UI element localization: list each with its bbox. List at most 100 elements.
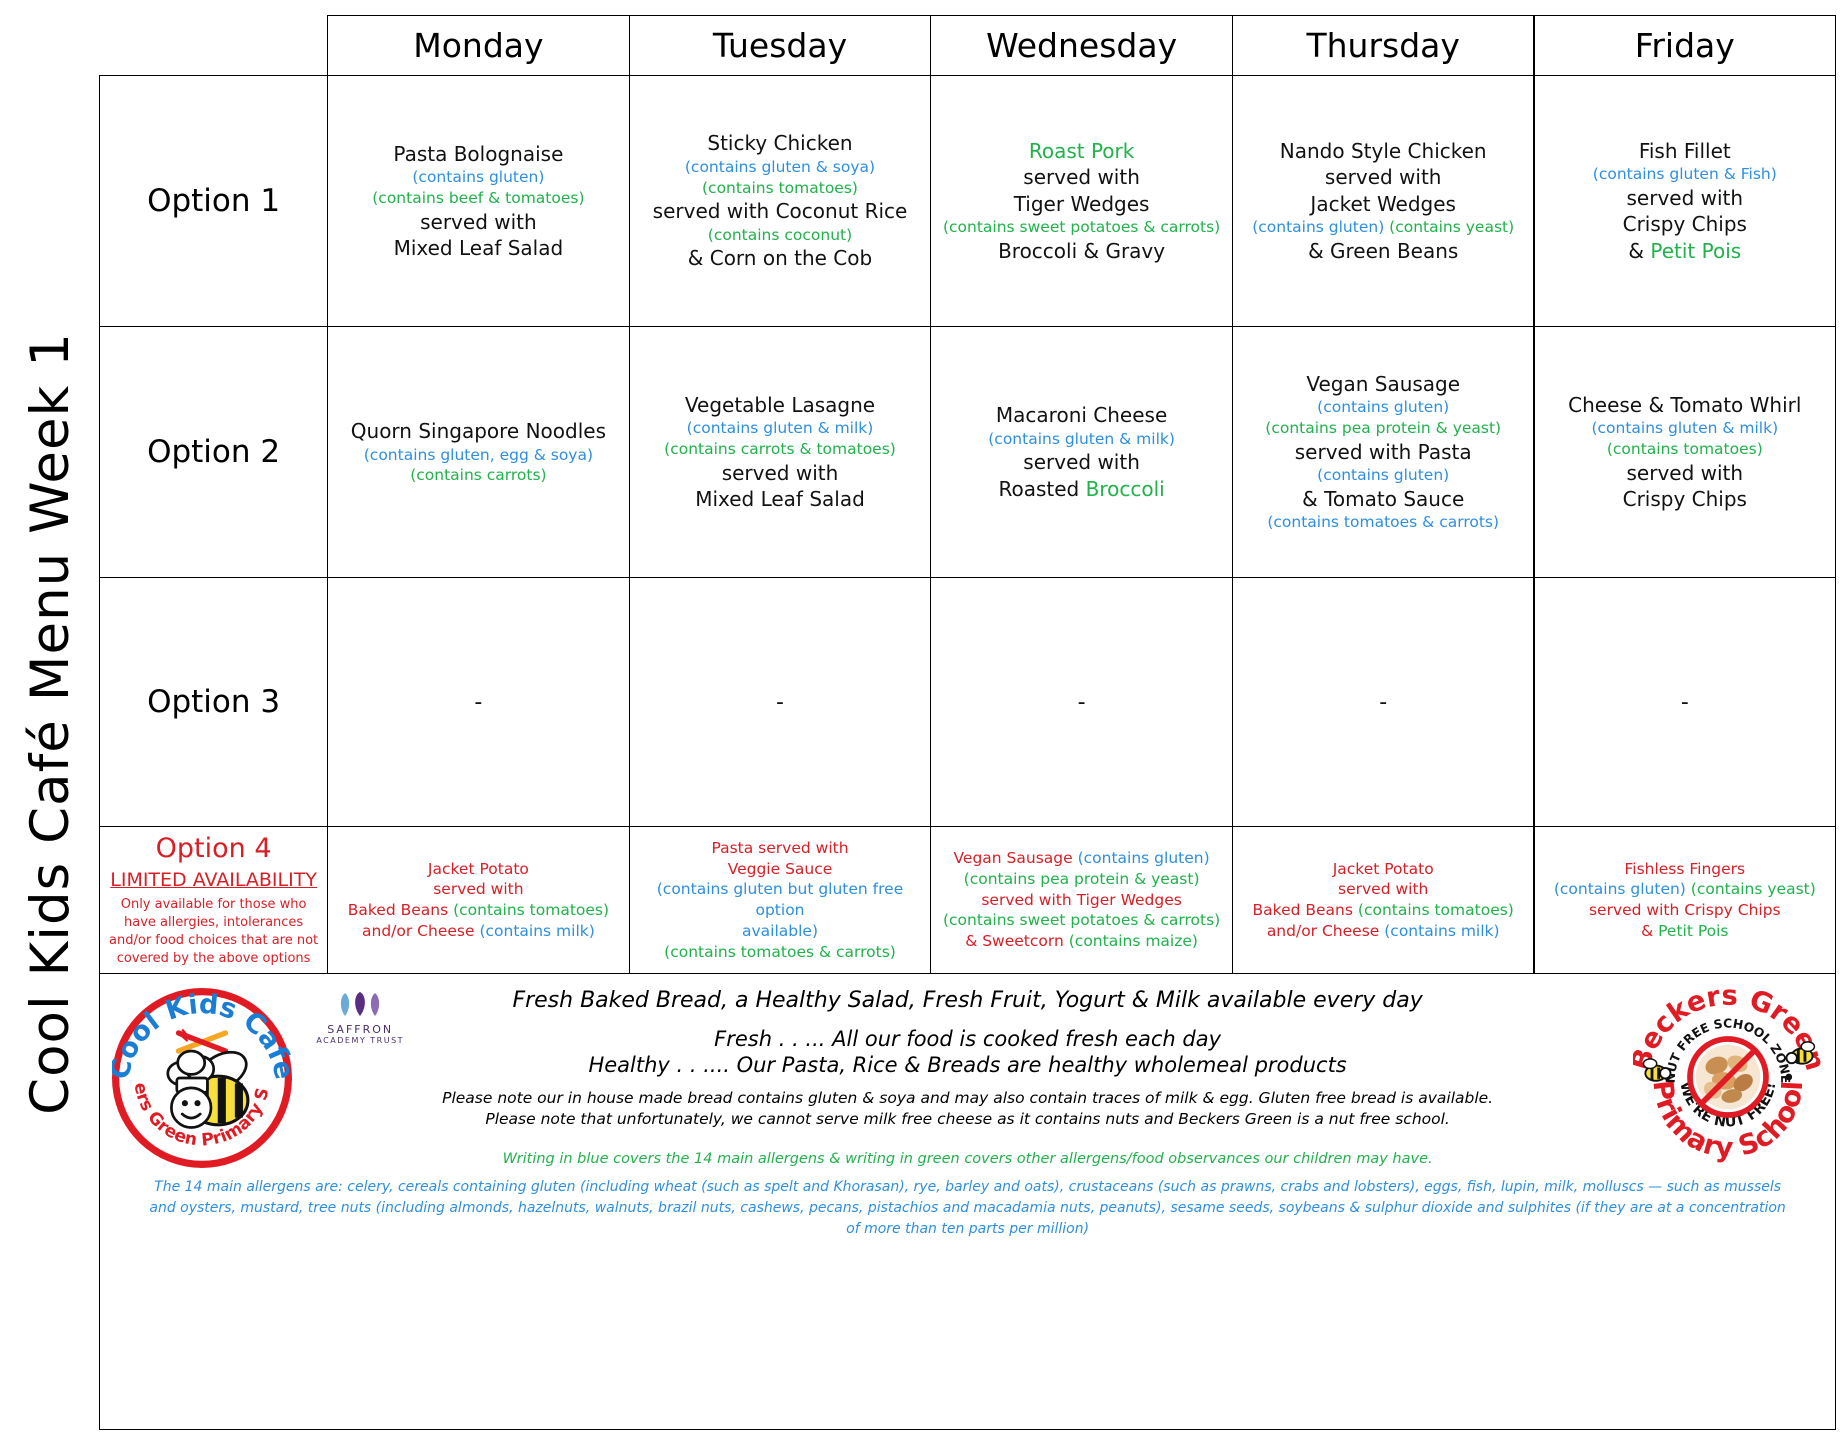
menu-line-5: Mixed Leaf Salad [393, 236, 564, 261]
option4-limited-badge: LIMITED AVAILABILITY [110, 868, 317, 891]
menu-line-3: Baked Beans (contains tomatoes) [1252, 901, 1514, 920]
saffron-academy-trust-logo: SAFFRON ACADEMY TRUST [300, 992, 420, 1045]
menu-line-4: and/or Cheese (contains milk) [1266, 921, 1500, 940]
menu-line-2: (contains gluten & milk) [1591, 419, 1779, 438]
menu-line-3: (contains beef & tomatoes) [372, 188, 585, 207]
cell-option2-tuesday: Vegetable Lasagne (contains gluten & milk… [628, 326, 932, 578]
menu-line-3: (contains gluten but gluten free option [656, 880, 904, 920]
menu-line-2: Veggie Sauce [727, 859, 833, 878]
menu-line-3: served with [1626, 186, 1744, 211]
menu-line-2: served with [1338, 880, 1429, 899]
nut-free-school-logo: Beckers Green Primary School NUT FREE SC… [1633, 982, 1823, 1164]
menu-line-3: (contains carrots & tomatoes) [664, 439, 896, 458]
menu-line-4: (contains sweet potatoes & carrots) [942, 218, 1221, 237]
cell-option1-thursday: Nando Style Chicken served with Jacket Wed… [1232, 75, 1535, 327]
menu-line-4: served with [1626, 460, 1744, 485]
cell-option2-thursday: Vegan Sausage (contains gluten) (contains … [1232, 326, 1535, 578]
menu-line-1: Vegetable Lasagne [684, 392, 876, 417]
menu-line-1: Sticky Chicken [707, 131, 853, 156]
menu-line-5: & Green Beans [1308, 238, 1459, 263]
menu-line-2: (contains pea protein & yeast) [963, 869, 1200, 888]
menu-line-3: Jacket Wedges [1310, 191, 1456, 216]
cell-option1-tuesday: Sticky Chicken (contains gluten & soya) (c… [628, 75, 932, 327]
footer-note-cheese: Please note that unfortunately, we canno… [485, 1110, 1450, 1129]
menu-line-4: served with Pasta [1294, 439, 1472, 464]
cell-option4-wednesday: Vegan Sausage (contains gluten) (contains… [930, 826, 1233, 974]
page-title: Cool Kids Café Menu Week 1 [0, 0, 100, 1446]
menu-line-5: (contains coconut) [707, 225, 853, 244]
menu-line-2: served with [433, 880, 524, 899]
menu-line-4: and/or Cheese (contains milk) [362, 921, 595, 940]
footer-colour-key: Writing in blue covers the 14 main aller… [502, 1151, 1433, 1168]
menu-line-6: & Tomato Sauce [1302, 487, 1465, 512]
menu-line-3: (contains carrots) [410, 466, 547, 485]
menu-line-4: available) [741, 921, 818, 940]
menu-line-2: (contains gluten & milk) [988, 429, 1175, 448]
menu-line-1: - [776, 689, 784, 715]
menu-line-4: (contains gluten) (contains yeast) [1252, 218, 1515, 237]
option4-note: Only available for those who have allerg… [109, 896, 319, 966]
menu-line-2: (contains gluten) [1317, 398, 1450, 417]
menu-line-3: served with [1023, 450, 1140, 475]
menu-table: Monday Tuesday Wednesday Thursday Friday… [99, 15, 1836, 1430]
saffron-tulip-icon [341, 992, 380, 1017]
menu-line-6: & Corn on the Cob [687, 246, 873, 271]
menu-line-1: Vegan Sausage (contains gluten) [953, 849, 1210, 868]
menu-line-3: served with Crispy Chips [1588, 901, 1781, 920]
menu-line-1: - [1680, 689, 1689, 715]
cell-option1-friday: Fish Fillet (contains gluten & Fish) serve… [1533, 75, 1836, 327]
menu-line-2: served with [1023, 165, 1140, 190]
menu-line-4: & Petit Pois [1641, 921, 1729, 940]
day-header-friday: Friday [1533, 15, 1836, 76]
menu-line-3: (contains tomatoes) [702, 178, 858, 197]
menu-line-5: (contains gluten) [1317, 466, 1450, 485]
cell-option4-thursday: Jacket Potato served with Baked Beans (con… [1232, 826, 1535, 974]
cell-option4-tuesday: Pasta served with Veggie Sauce (contains g… [628, 826, 932, 974]
cell-option3-monday: - [327, 577, 630, 827]
menu-line-1: Pasta served with [711, 838, 849, 857]
menu-line-1: Fish Fillet [1638, 138, 1731, 163]
menu-line-5: Broccoli & Gravy [998, 238, 1166, 263]
menu-line-4: Roasted Broccoli [998, 476, 1165, 501]
saffron-line-2: ACADEMY TRUST [316, 1036, 405, 1046]
menu-line-5: & Sweetcorn (contains maize) [965, 932, 1198, 951]
cell-option3-thursday: - [1232, 577, 1535, 827]
menu-line-3: (contains pea protein & yeast) [1265, 419, 1502, 438]
day-header-thursday: Thursday [1232, 15, 1535, 76]
menu-line-2: (contains gluten & milk) [686, 419, 874, 438]
menu-line-3: Baked Beans (contains tomatoes) [347, 901, 610, 920]
footer-line-3: Healthy . . .... Our Pasta, Rice & Bread… [588, 1053, 1347, 1078]
menu-line-3: (contains tomatoes) [1606, 439, 1763, 458]
fork-knife-icon [176, 1028, 229, 1054]
saffron-line-1: SAFFRON [327, 1023, 394, 1037]
menu-line-2: (contains gluten) [412, 168, 545, 187]
menu-line-2: (contains gluten & soya) [684, 157, 876, 176]
cell-option1-wednesday: Roast Pork served with Tiger Wedges (contai… [930, 75, 1233, 327]
menu-line-1: Quorn Singapore Noodles [350, 419, 607, 444]
menu-line-5: & Petit Pois [1628, 238, 1742, 263]
bee-icon-right [1785, 1041, 1816, 1065]
menu-line-2: served with [1324, 165, 1442, 190]
row-label-option-3: Option 3 [99, 577, 328, 827]
day-header-tuesday: Tuesday [628, 15, 932, 76]
menu-line-1: Fishless Fingers [1624, 859, 1746, 878]
cell-option3-tuesday: - [628, 577, 932, 827]
row-label-option-1: Option 1 [99, 75, 328, 327]
menu-line-1: Roast Pork [1028, 138, 1135, 163]
cell-option2-wednesday: Macaroni Cheese (contains gluten & milk) s… [930, 326, 1233, 578]
menu-line-4: Crispy Chips [1622, 212, 1747, 237]
cell-option1-monday: Pasta Bolognaise (contains gluten) (contai… [327, 75, 630, 327]
menu-line-5: Mixed Leaf Salad [695, 487, 865, 512]
footer-line-2: Fresh . . ... All our food is cooked fre… [714, 1027, 1222, 1052]
menu-line-2: (contains gluten, egg & soya) [363, 445, 594, 464]
menu-line-5: (contains tomatoes & carrots) [664, 942, 896, 961]
menu-line-1: Jacket Potato [427, 859, 529, 878]
menu-line-3: served with Tiger Wedges [981, 890, 1182, 909]
cell-option3-wednesday: - [930, 577, 1233, 827]
menu-line-1: Jacket Potato [1332, 859, 1434, 878]
menu-line-1: Macaroni Cheese [995, 403, 1168, 428]
table-corner-blank [100, 16, 328, 76]
page-title-text: Cool Kids Café Menu Week 1 [19, 331, 81, 1115]
